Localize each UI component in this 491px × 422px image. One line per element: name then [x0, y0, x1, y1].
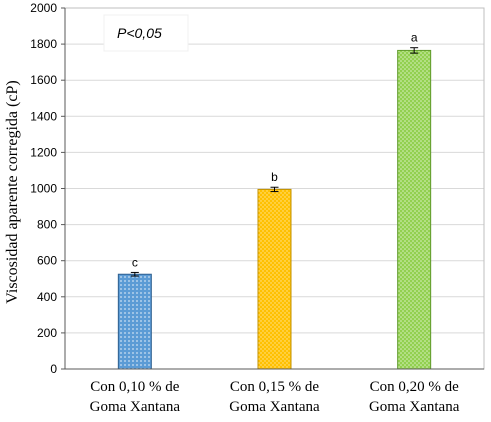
- y-tick-label: 400: [37, 290, 57, 304]
- annotation-text: P<0,05: [117, 25, 162, 41]
- y-axis: 0 200 400 600 800 1000 1200 1400 1600 1800 2000: [30, 1, 66, 376]
- x-axis: Con 0,10 % de Goma Xantana Con 0,15 % de Go…: [65, 368, 484, 415]
- y-tick-label: 200: [37, 326, 57, 340]
- y-tick-label: 1600: [30, 73, 57, 87]
- significance-letter: b: [271, 170, 278, 184]
- bar: [397, 49, 432, 370]
- x-category-label: Con 0,15 % de: [230, 379, 320, 395]
- annotation-box: [103, 14, 189, 52]
- x-category-label: Con 0,10 % de: [90, 379, 180, 395]
- y-tick-label: 600: [37, 254, 57, 268]
- bar: [257, 188, 292, 370]
- significance-letter: c: [132, 255, 138, 269]
- y-tick-label: 800: [37, 218, 57, 232]
- y-tick-label: 1800: [30, 37, 57, 51]
- x-category-label: Con 0,20 % de: [370, 379, 460, 395]
- y-tick-label: 1000: [30, 182, 57, 196]
- y-tick-label: 1200: [30, 145, 57, 159]
- bar: [117, 273, 152, 370]
- x-category-label: Goma Xantana: [369, 399, 460, 415]
- y-tick-label: 1400: [30, 109, 57, 123]
- y-axis-label: Viscosidad aparente corregida (cP): [4, 80, 21, 303]
- x-category-label: Goma Xantana: [229, 399, 320, 415]
- bars: c b a: [117, 31, 432, 370]
- x-category-label: Goma Xantana: [90, 399, 181, 415]
- significance-letter: a: [411, 31, 418, 45]
- significance-annotation: P<0,05: [103, 14, 189, 52]
- y-tick-label: 0: [50, 362, 57, 376]
- y-tick-label: 2000: [30, 1, 57, 15]
